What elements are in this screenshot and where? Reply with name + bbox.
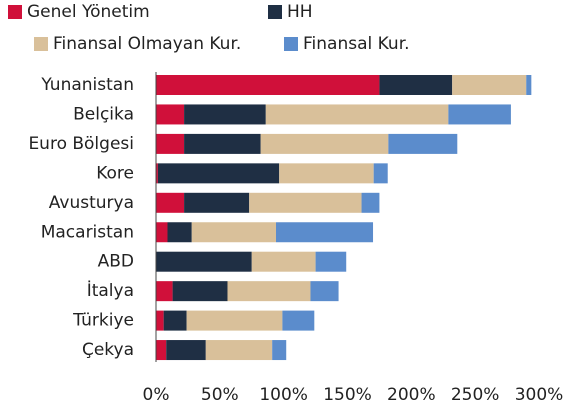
y-tick-label: Euro Bölgesi [28, 134, 134, 154]
legend-swatch [284, 37, 298, 51]
y-tick-label: ABD [98, 252, 134, 272]
bar-segment [156, 310, 164, 331]
legend-swatch [268, 5, 282, 19]
bar-segment [205, 340, 273, 361]
bar-segment [184, 104, 266, 125]
bar-segment [156, 251, 252, 272]
bar-segment [156, 133, 185, 154]
bar-segment [186, 310, 283, 331]
bar-segment [526, 75, 532, 95]
legend-label: Genel Yönetim [27, 2, 150, 22]
y-tick-label: Çekya [82, 340, 134, 360]
bar-segment [166, 340, 206, 361]
legend-label: Finansal Olmayan Kur. [53, 34, 241, 54]
bar-segment [157, 163, 280, 184]
bar-segment [251, 251, 316, 272]
x-tick-label: 200% [387, 385, 436, 405]
bar-segment [156, 75, 380, 95]
bar-segment [310, 281, 339, 302]
y-tick-label: Yunanistan [40, 75, 134, 95]
bar-segment [156, 222, 168, 243]
bar-segment [388, 133, 458, 154]
x-tick-label: 250% [451, 385, 500, 405]
bar-segment [260, 133, 389, 154]
x-tick-label: 100% [259, 385, 308, 405]
y-tick-label: Türkiye [72, 311, 134, 331]
x-tick-label: 300% [515, 385, 564, 405]
y-tick-label: Avusturya [49, 193, 134, 213]
y-tick-label: İtalya [87, 280, 134, 301]
bar-segment [191, 222, 277, 243]
bar-segment [265, 104, 449, 125]
x-tick-label: 50% [201, 385, 239, 405]
bar-segment [452, 75, 527, 95]
legend-label: HH [287, 2, 313, 22]
legend-swatch [8, 5, 22, 19]
bar-segment [184, 192, 250, 213]
bar-segment [156, 192, 185, 213]
bar-segment [156, 163, 158, 184]
bar-segment [272, 340, 287, 361]
bar-segment [249, 192, 362, 213]
x-tick-label: 150% [323, 385, 372, 405]
bar-segment [227, 281, 311, 302]
bar-segment [373, 163, 388, 184]
legend-label: Finansal Kur. [303, 34, 410, 54]
bar-segment [163, 310, 187, 331]
bar-segment [184, 133, 261, 154]
bar-segment [172, 281, 228, 302]
bar-segment [156, 281, 173, 302]
bar-segment [282, 310, 315, 331]
x-tick-label: 0% [143, 385, 170, 405]
bar-segment [156, 104, 185, 125]
bar-segment [276, 222, 374, 243]
y-tick-label: Macaristan [41, 222, 134, 242]
bar-segment [279, 163, 374, 184]
y-tick-label: Kore [96, 163, 134, 183]
bar-segment [379, 75, 453, 95]
bar-segment [361, 192, 380, 213]
legend-swatch [34, 37, 48, 51]
bar-segment [156, 340, 167, 361]
bar-segment [167, 222, 192, 243]
bar-segment [448, 104, 511, 125]
y-tick-label: Belçika [73, 104, 134, 124]
bar-segment [315, 251, 347, 272]
